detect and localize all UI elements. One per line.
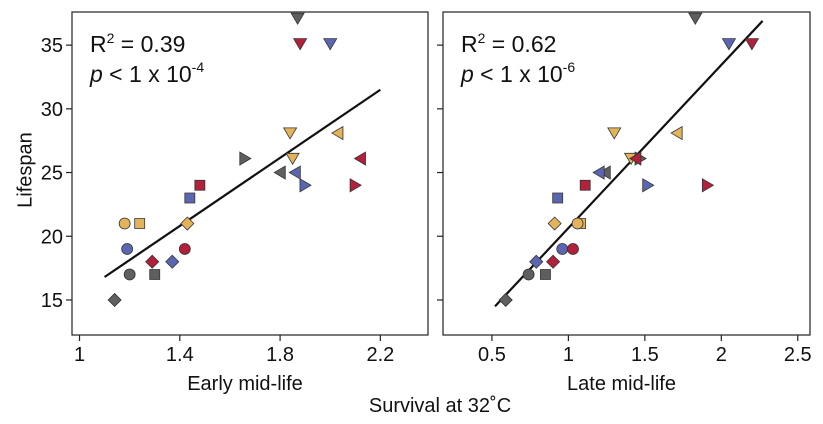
- data-point: [552, 192, 564, 204]
- p-value: p < 1 x 10-4: [89, 59, 204, 87]
- r-symbol: R: [461, 31, 478, 57]
- y-axis-label: Lifespan: [14, 132, 36, 208]
- p-value: p < 1 x 10-6: [460, 59, 575, 87]
- data-point: [688, 12, 703, 26]
- r-superscript: 2: [107, 30, 115, 46]
- data-point: [701, 178, 715, 193]
- data-point: [529, 254, 544, 269]
- r-value: = 0.62: [485, 31, 556, 57]
- p-symbol: p: [89, 61, 103, 87]
- plot-frame: [442, 11, 811, 336]
- data-point: [134, 218, 146, 229]
- p-exponent: -4: [192, 59, 205, 75]
- r-value: = 0.39: [114, 31, 185, 57]
- data-point: [567, 243, 579, 255]
- data-point: [592, 165, 605, 180]
- data-point: [721, 38, 737, 51]
- data-point: [670, 125, 683, 141]
- r-squared: R2 = 0.39: [90, 30, 185, 57]
- p-text: < 1 x 10: [474, 61, 563, 87]
- plot-frame: [71, 11, 429, 336]
- data-point: [145, 254, 160, 269]
- data-point: [522, 268, 535, 281]
- data-point: [744, 38, 760, 51]
- fit-line: [103, 88, 381, 278]
- data-point: [571, 217, 584, 230]
- data-point: [239, 151, 252, 166]
- data-point: [123, 268, 136, 281]
- data-point: [180, 216, 195, 231]
- data-point: [184, 192, 196, 204]
- data-point: [547, 216, 562, 231]
- data-point: [323, 38, 338, 51]
- data-point: [107, 292, 122, 308]
- data-point: [118, 217, 131, 230]
- y-tick-label: 20: [41, 226, 63, 248]
- data-point: [121, 243, 134, 255]
- panel-x-label: Early mid-life: [187, 373, 303, 395]
- data-point: [149, 269, 161, 280]
- data-point: [498, 292, 513, 308]
- data-point: [598, 165, 611, 180]
- x-tick-label: 1.4: [166, 344, 194, 366]
- y-tick-label: 15: [41, 290, 63, 312]
- data-point: [165, 254, 180, 269]
- r-symbol: R: [90, 31, 107, 57]
- x-tick-label: 2: [716, 344, 727, 366]
- data-point: [299, 178, 312, 193]
- x-tick-label: 1: [74, 344, 85, 366]
- data-point: [178, 243, 191, 255]
- data-point: [629, 151, 642, 166]
- data-point: [282, 127, 298, 140]
- r-superscript: 2: [478, 30, 486, 46]
- p-text: < 1 x 10: [103, 61, 192, 87]
- p-exponent: -6: [563, 59, 576, 75]
- x-tick-label: 2.5: [784, 344, 812, 366]
- x-tick-label: 1: [563, 344, 574, 366]
- data-point: [579, 179, 591, 191]
- x-tick-label: 1.5: [631, 344, 659, 366]
- y-tick-label: 35: [41, 35, 63, 57]
- data-point: [285, 152, 300, 166]
- data-point: [292, 38, 308, 51]
- data-point: [331, 125, 344, 141]
- data-point: [290, 12, 305, 26]
- y-tick-label: 25: [41, 163, 63, 185]
- data-point: [546, 254, 561, 269]
- data-point: [194, 179, 206, 191]
- data-point: [607, 127, 622, 140]
- data-point: [353, 151, 366, 166]
- data-point: [642, 178, 655, 193]
- data-point: [540, 269, 551, 280]
- data-point: [273, 165, 286, 180]
- r-squared: R2 = 0.62: [461, 30, 556, 57]
- x-tick-label: 1.8: [266, 344, 294, 366]
- panel-x-label: Late mid-life: [567, 373, 676, 395]
- y-tick-label: 30: [41, 99, 63, 121]
- x-axis-label: Survival at 32˚C: [369, 395, 511, 417]
- x-tick-label: 2.2: [366, 344, 394, 366]
- x-tick-label: 0.5: [478, 344, 506, 366]
- data-point: [349, 178, 362, 193]
- data-point: [288, 165, 301, 180]
- data-point: [556, 243, 569, 255]
- p-symbol: p: [460, 61, 474, 87]
